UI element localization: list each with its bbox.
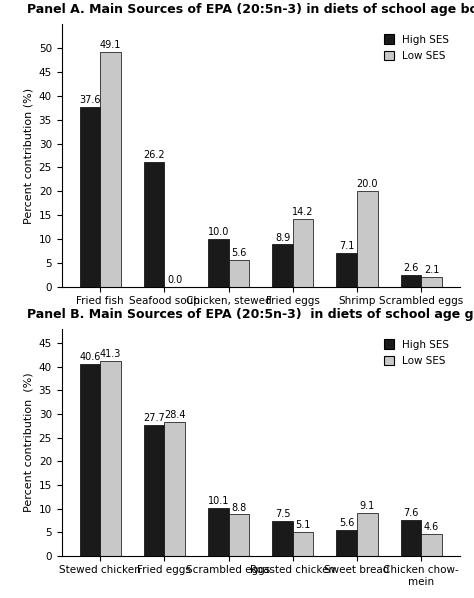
Text: 10.0: 10.0: [208, 227, 229, 237]
Bar: [80, 107, 100, 287]
Text: 28.4: 28.4: [164, 410, 185, 420]
Title: Panel B. Main Sources of EPA (20:5n-3)  in diets of school age girls: Panel B. Main Sources of EPA (20:5n-3) i…: [27, 308, 474, 321]
Bar: [401, 520, 421, 556]
Bar: [401, 274, 421, 287]
Bar: [80, 364, 100, 556]
Bar: [337, 530, 357, 556]
Bar: [208, 508, 228, 556]
Bar: [272, 245, 293, 287]
Text: 8.9: 8.9: [275, 233, 290, 243]
Legend: High SES, Low SES: High SES, Low SES: [378, 334, 455, 371]
Text: 2.6: 2.6: [403, 263, 419, 273]
Text: 26.2: 26.2: [143, 150, 165, 160]
Text: 0.0: 0.0: [167, 275, 182, 285]
Text: 7.6: 7.6: [403, 508, 419, 518]
Bar: [272, 521, 293, 556]
Bar: [357, 191, 378, 287]
Text: 8.8: 8.8: [231, 502, 246, 512]
Bar: [100, 361, 121, 556]
Bar: [228, 260, 249, 287]
Y-axis label: Percent contribution  (%): Percent contribution (%): [23, 373, 33, 512]
Bar: [144, 161, 164, 287]
Text: 14.2: 14.2: [292, 207, 314, 217]
Bar: [164, 422, 185, 556]
Text: 37.6: 37.6: [79, 95, 100, 105]
Text: 5.1: 5.1: [295, 520, 311, 530]
Text: 5.6: 5.6: [231, 248, 246, 258]
Bar: [357, 513, 378, 556]
Text: 5.6: 5.6: [339, 518, 355, 527]
Text: 40.6: 40.6: [79, 352, 100, 362]
Bar: [208, 239, 228, 287]
Text: 9.1: 9.1: [360, 501, 375, 511]
Text: 2.1: 2.1: [424, 265, 439, 275]
Text: 20.0: 20.0: [356, 179, 378, 190]
Bar: [144, 425, 164, 556]
Y-axis label: Percent contribution (%): Percent contribution (%): [23, 87, 33, 224]
Text: 27.7: 27.7: [143, 413, 165, 423]
Bar: [100, 52, 121, 287]
Bar: [337, 253, 357, 287]
Text: 49.1: 49.1: [100, 40, 121, 50]
Legend: High SES, Low SES: High SES, Low SES: [378, 29, 455, 66]
Bar: [293, 532, 313, 556]
Text: 7.5: 7.5: [275, 509, 290, 518]
Text: 7.1: 7.1: [339, 241, 355, 251]
Text: 10.1: 10.1: [208, 496, 229, 507]
Bar: [421, 535, 442, 556]
Title: Panel A. Main Sources of EPA (20:5n-3) in diets of school age boys: Panel A. Main Sources of EPA (20:5n-3) i…: [27, 3, 474, 16]
Bar: [421, 277, 442, 287]
Bar: [228, 514, 249, 556]
Text: 4.6: 4.6: [424, 523, 439, 532]
Bar: [293, 219, 313, 287]
Text: 41.3: 41.3: [100, 349, 121, 359]
